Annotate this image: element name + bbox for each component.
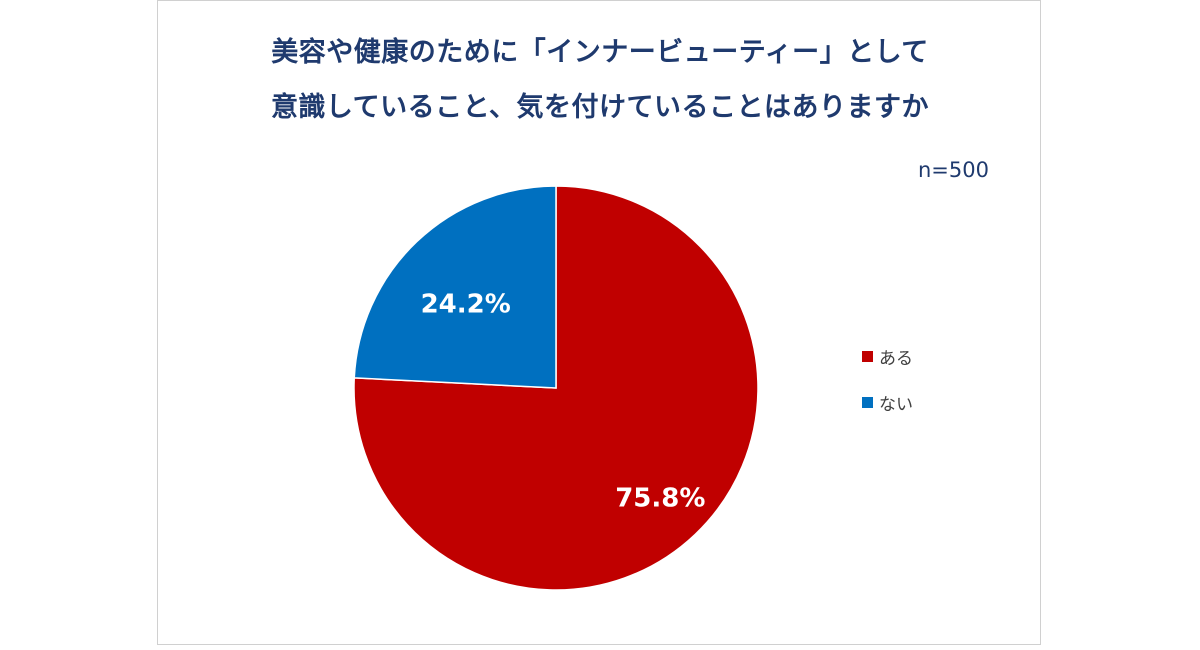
chart-legend: ある ない — [862, 343, 913, 435]
chart-title-line-1: 美容や健康のために「インナービューティー」として — [271, 37, 929, 68]
legend-swatch-aru — [862, 350, 873, 362]
data-label-aru: 75.8% — [615, 483, 705, 513]
legend-item-nai: ない — [862, 389, 913, 415]
data-label-nai: 24.2% — [421, 290, 511, 320]
legend-label-aru: ある — [879, 348, 913, 369]
legend-item-aru: ある — [862, 343, 913, 369]
chart-title-line-2: 意識していること、気を付けていることはありますか — [270, 92, 930, 123]
sample-size-note: n=500 — [918, 158, 989, 182]
legend-swatch-nai — [862, 396, 873, 408]
pie-slice-nai — [353, 185, 557, 389]
legend-label-nai: ない — [879, 394, 913, 415]
